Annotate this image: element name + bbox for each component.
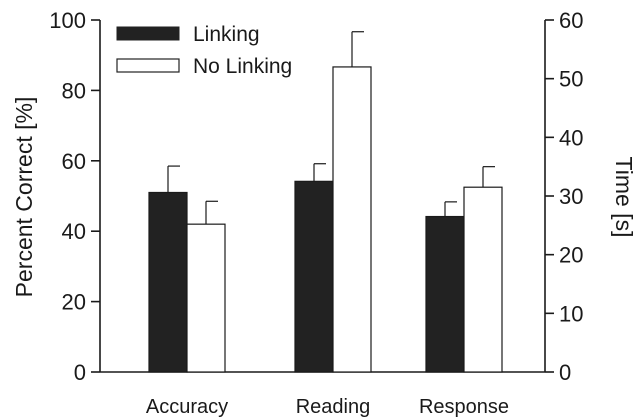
left-axis-title: Percent Correct [%] bbox=[11, 97, 37, 298]
right-tick-label: 60 bbox=[559, 8, 583, 33]
left-tick-label: 20 bbox=[62, 290, 86, 315]
legend-label-linking: Linking bbox=[193, 23, 260, 46]
bar-linking-accuracy bbox=[148, 191, 188, 373]
bar-linking-reading bbox=[294, 180, 334, 373]
left-tick-label: 0 bbox=[74, 360, 86, 385]
right-tick-label: 0 bbox=[559, 360, 571, 385]
right-axis-title: Time [s] bbox=[611, 157, 636, 238]
left-tick-label: 100 bbox=[49, 8, 86, 33]
right-tick-label: 30 bbox=[559, 184, 583, 209]
left-tick-label: 80 bbox=[62, 78, 86, 103]
bar-no-linking-accuracy bbox=[186, 223, 226, 373]
legend-label-no-linking: No Linking bbox=[193, 55, 292, 78]
bar-no-linking-response bbox=[463, 186, 503, 373]
bar-linking-response bbox=[425, 215, 465, 373]
category-label-response: Response bbox=[419, 396, 509, 418]
bar-no-linking-reading bbox=[332, 66, 372, 373]
right-tick-label: 40 bbox=[559, 125, 583, 150]
bars bbox=[148, 31, 503, 373]
left-tick-label: 40 bbox=[62, 219, 86, 244]
right-tick-label: 20 bbox=[559, 243, 583, 268]
labels: 0 20 40 60 80 100 0 10 20 30 40 50 60 Accuracy Reading… bbox=[49, 8, 583, 418]
legend-swatch-no-linking bbox=[116, 58, 180, 73]
right-tick-label: 10 bbox=[559, 301, 583, 326]
legend-swatch-linking bbox=[116, 26, 180, 41]
legend: Linking No Linking bbox=[116, 23, 292, 78]
left-tick-label: 60 bbox=[62, 149, 86, 174]
category-label-reading: Reading bbox=[296, 396, 371, 418]
category-label-accuracy: Accuracy bbox=[146, 396, 228, 418]
right-tick-label: 50 bbox=[559, 67, 583, 92]
